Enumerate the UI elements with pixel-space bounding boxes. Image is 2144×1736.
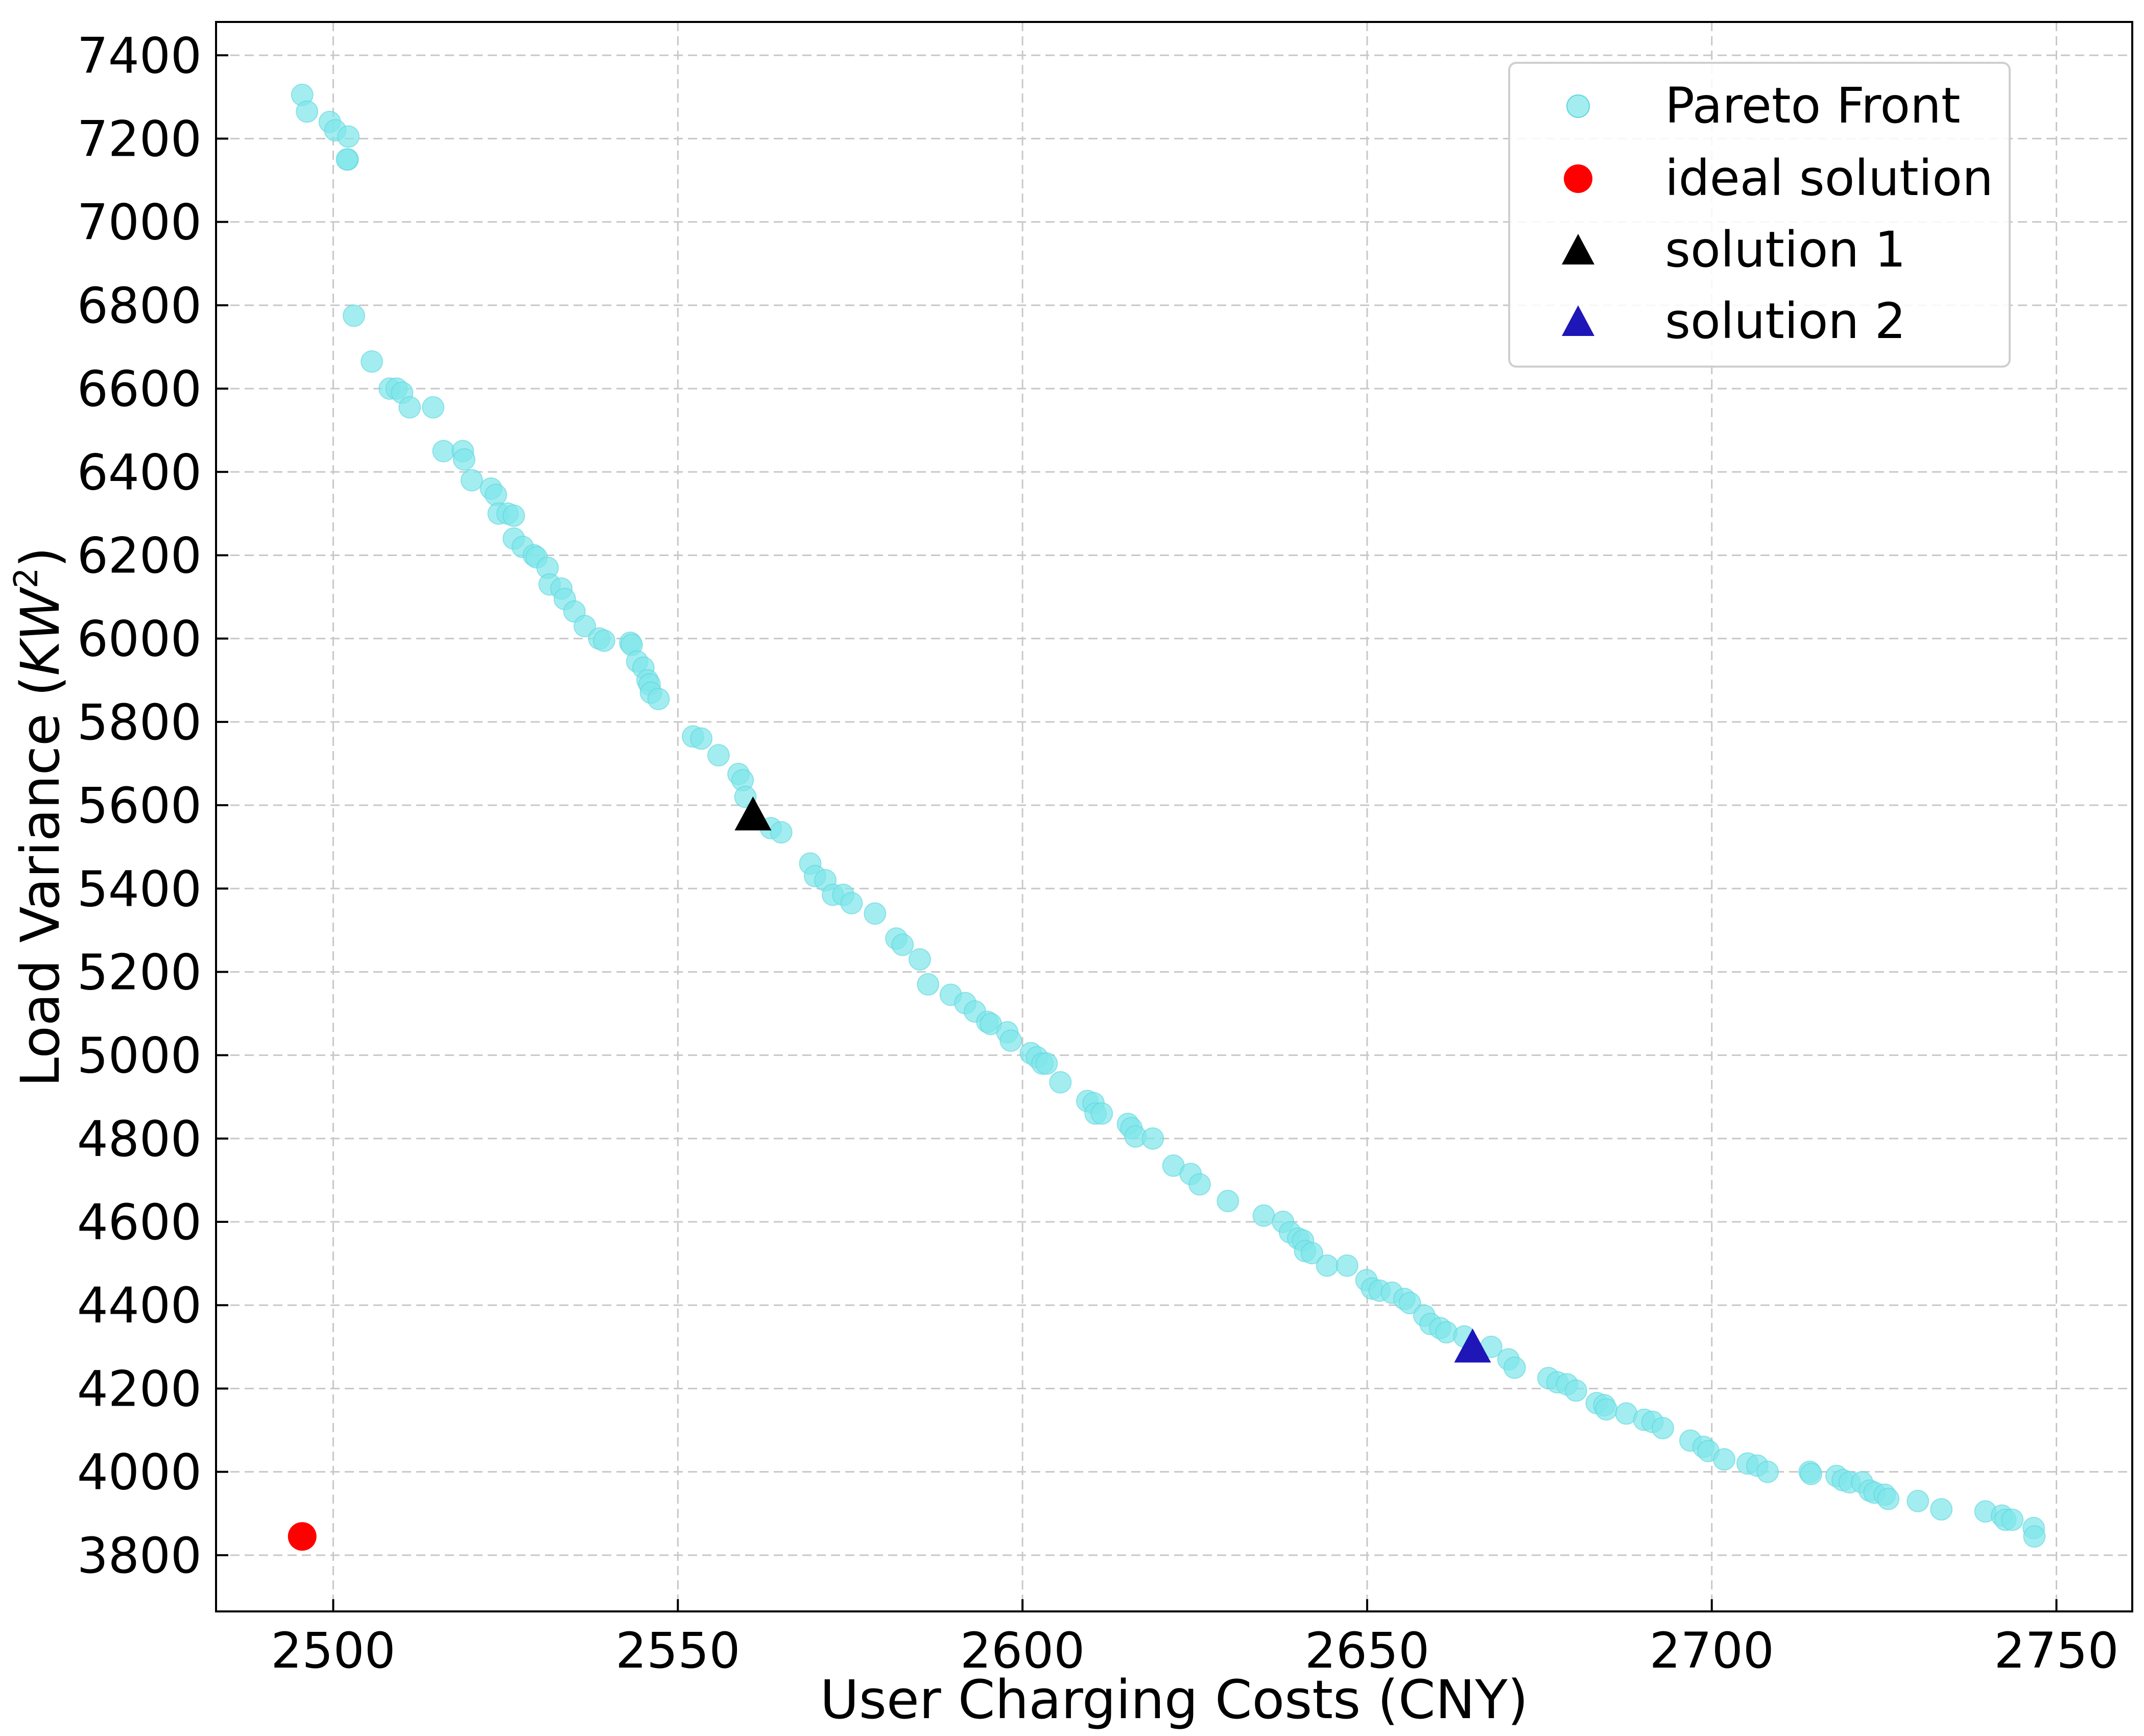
y-tick-label: 5400: [77, 860, 202, 918]
legend: Pareto Front ideal solution solution 1 s…: [1508, 62, 2011, 368]
pareto-point: [2023, 1525, 2046, 1548]
pareto-point: [1141, 1127, 1164, 1150]
pareto-point: [432, 440, 455, 463]
pareto-point: [2001, 1508, 2024, 1531]
y-tick-label: 5800: [77, 694, 202, 751]
pareto-point: [296, 100, 319, 123]
pareto-point: [707, 744, 730, 767]
pareto-point: [361, 350, 384, 373]
legend-marker-pareto-front: [1566, 94, 1590, 118]
gridlines: [216, 22, 2132, 1611]
pareto-point: [1651, 1416, 1674, 1439]
legend-marker-ideal-solution: [1564, 164, 1592, 193]
plot-frame: [215, 21, 2133, 1612]
pareto-point: [1756, 1460, 1779, 1483]
legend-label-pareto-front: Pareto Front: [1665, 77, 1961, 134]
pareto-point: [1252, 1204, 1275, 1227]
pareto-point: [484, 484, 507, 507]
legend-box: [1508, 62, 2011, 368]
pareto-point: [908, 948, 931, 971]
ideal-solution-point: [288, 1522, 317, 1551]
y-axis-label-main: Load Variance (: [9, 676, 72, 1087]
legend-label-solution-2: solution 2: [1665, 293, 1906, 350]
y-axis-label: Load Variance (KW2): [8, 547, 72, 1087]
pareto-point: [917, 973, 940, 996]
data-points: [288, 83, 2046, 1551]
y-tick-label: 4000: [77, 1444, 202, 1501]
x-tick-label: 2500: [271, 1622, 395, 1679]
y-tick-label: 7000: [77, 194, 202, 251]
legend-label-solution-1: solution 1: [1665, 221, 1906, 278]
pareto-point: [1217, 1190, 1240, 1213]
pareto-point: [452, 448, 475, 471]
y-tick-label: 4800: [77, 1111, 202, 1168]
pareto-point: [1316, 1254, 1339, 1277]
pareto-point: [1090, 1102, 1113, 1125]
pareto-point: [647, 687, 670, 710]
y-axis-label-unit: KW: [9, 586, 72, 676]
solution-1-point: [734, 796, 772, 831]
pareto-point: [864, 902, 887, 925]
legend-marker-solution-1: [1562, 234, 1594, 264]
pareto-point: [690, 727, 713, 750]
y-tick-label: 6600: [77, 360, 202, 418]
pareto-point: [422, 396, 445, 419]
x-tick-label: 2550: [615, 1622, 740, 1679]
pareto-point: [460, 469, 483, 492]
y-tick-label: 6200: [77, 527, 202, 584]
pareto-point: [398, 396, 421, 419]
pareto-point: [1503, 1356, 1526, 1379]
pareto-point: [1877, 1487, 1900, 1510]
y-axis-label-end: ): [9, 547, 72, 568]
pareto-point: [1930, 1498, 1953, 1521]
y-tick-label: 6000: [77, 611, 202, 668]
pareto-point: [1907, 1489, 1929, 1512]
pareto-point: [1300, 1242, 1323, 1265]
pareto-point: [1595, 1398, 1618, 1421]
pareto-point: [891, 933, 914, 956]
y-tick-label: 6400: [77, 444, 202, 501]
pareto-point: [1188, 1173, 1211, 1196]
x-tick-label: 2700: [1650, 1622, 1774, 1679]
pareto-point: [1800, 1462, 1823, 1485]
y-tick-label: 5200: [77, 944, 202, 1001]
x-axis-label: User Charging Costs (CNY): [820, 1669, 1529, 1731]
pareto-point: [503, 504, 526, 527]
legend-label-ideal-solution: ideal solution: [1665, 150, 1993, 207]
y-tick-label: 4200: [77, 1360, 202, 1417]
y-tick-label: 5600: [77, 777, 202, 834]
pareto-point: [1049, 1071, 1072, 1094]
pareto-point: [336, 148, 359, 171]
x-tick-label: 2650: [1305, 1622, 1430, 1679]
y-tick-label: 6800: [77, 277, 202, 334]
y-tick-label: 7400: [77, 27, 202, 84]
x-tick-label: 2600: [960, 1622, 1085, 1679]
pareto-point: [770, 821, 793, 844]
y-tick-label: 7200: [77, 110, 202, 167]
pareto-point: [999, 1029, 1022, 1052]
pareto-point: [337, 125, 360, 148]
y-tick-label: 5000: [77, 1027, 202, 1084]
pareto-point: [342, 304, 365, 327]
y-tick-label: 4400: [77, 1277, 202, 1334]
pareto-point: [1035, 1052, 1058, 1075]
solution-2-point: [1454, 1328, 1491, 1363]
legend-marker-solution-2: [1562, 305, 1594, 336]
y-axis-label-exponent: 2: [8, 568, 45, 589]
pareto-point: [574, 615, 597, 638]
pareto-point: [1564, 1379, 1587, 1402]
y-tick-label: 4600: [77, 1194, 202, 1251]
pareto-point: [840, 891, 863, 914]
axis-ticks: 2500 2550 2600 2650 2700 2750 3800 4000 4200 4400…: [77, 27, 2119, 1679]
pareto-point: [1713, 1448, 1736, 1471]
pareto-point: [592, 629, 615, 652]
y-tick-label: 3800: [77, 1527, 202, 1584]
x-tick-label: 2750: [1994, 1622, 2118, 1679]
pareto-point: [1336, 1254, 1359, 1277]
pareto-point: [1398, 1292, 1421, 1315]
